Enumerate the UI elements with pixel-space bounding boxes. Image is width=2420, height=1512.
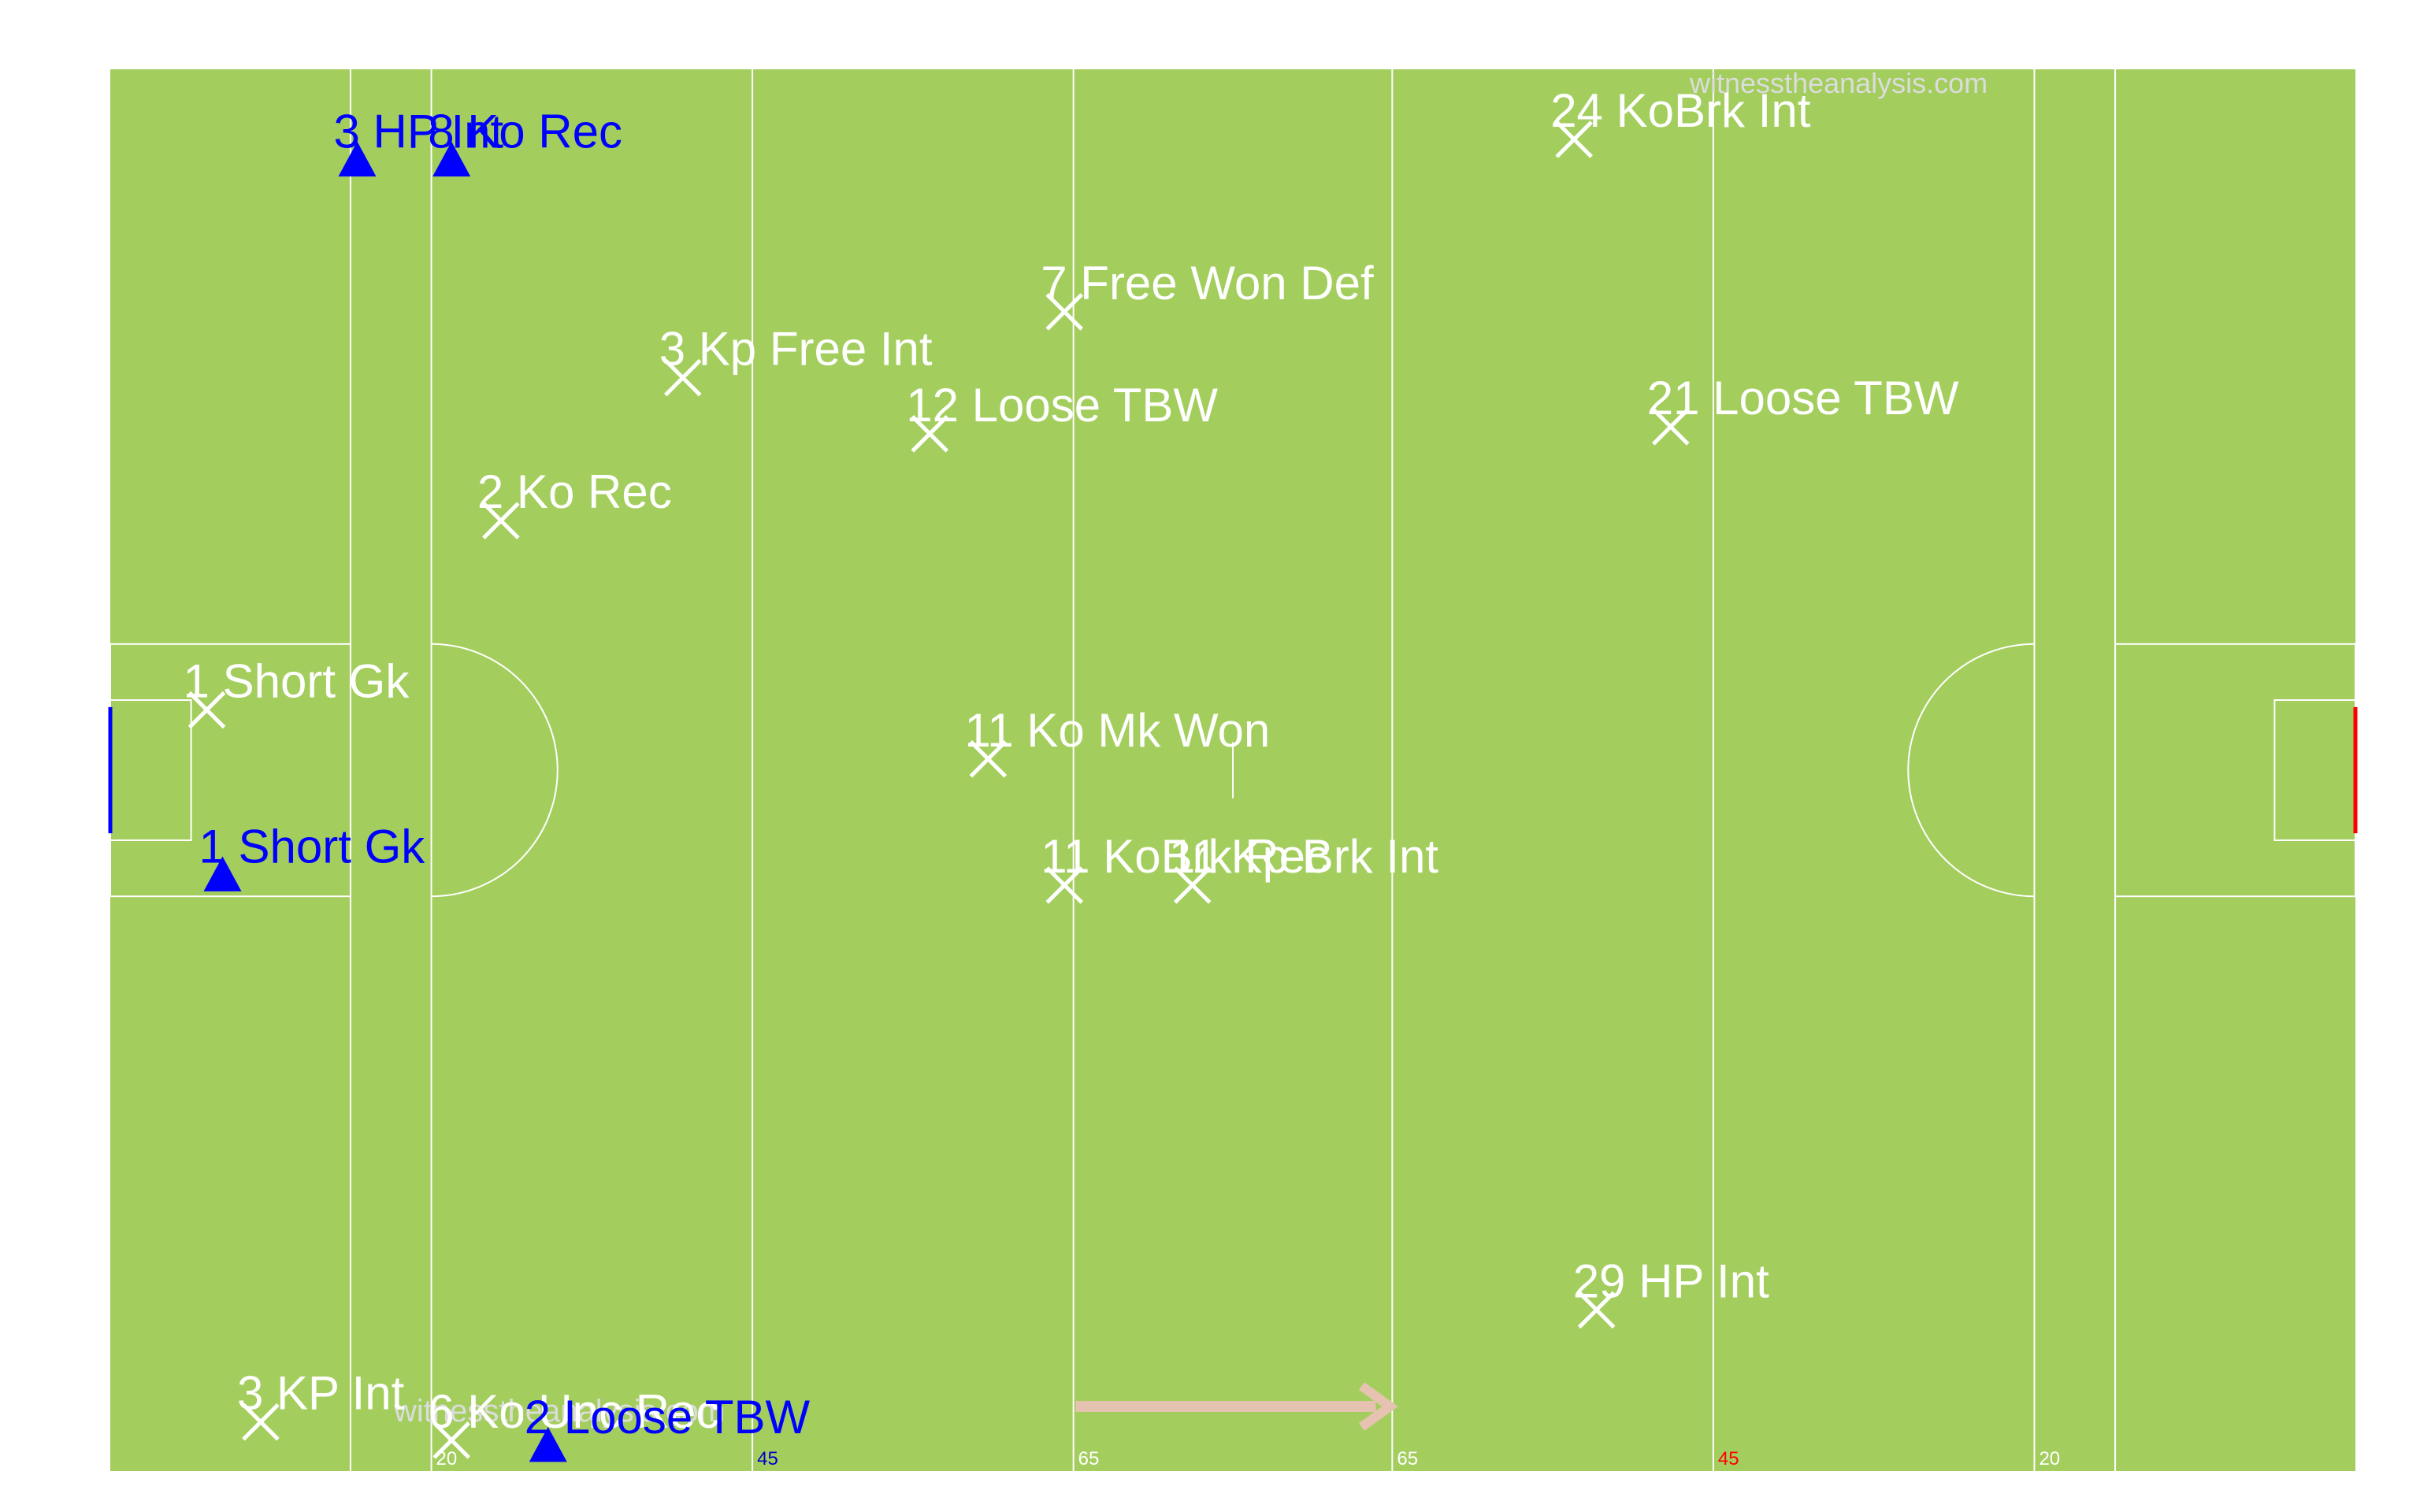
triangle-marker-2: 1 Short Gk xyxy=(199,821,426,891)
x-marker-12: 6 Ko Unc Rec xyxy=(428,1385,719,1459)
x-marker-1: 7 Free Won Def xyxy=(1041,257,1374,331)
tick-label-3: 65 xyxy=(1078,1448,1100,1469)
attack-direction-arrow xyxy=(1075,1382,1398,1431)
triangle-marker-3: 2 Loose TBW xyxy=(525,1391,811,1462)
triangle-marker-0: 3 HP Int xyxy=(334,106,504,177)
marker-label-0-2: 3 Kp Free Int xyxy=(659,323,933,376)
marker-label-0-4: 21 Loose TBW xyxy=(1647,372,1959,424)
marker-label-0-7: 11 Ko Mk Won xyxy=(964,704,1270,757)
left-arc xyxy=(431,643,559,898)
arrow-head xyxy=(1358,1382,1398,1431)
x-marker-3: 12 Loose TBW xyxy=(906,379,1218,453)
marker-label-0-10: 29 HP Int xyxy=(1573,1254,1769,1307)
pitch-markings xyxy=(108,69,2358,1471)
marker-label-0-9: 11 KoBrk Rec xyxy=(1041,830,1329,883)
marker-label-0-11: 3 KP Int xyxy=(237,1367,405,1420)
triangle-marker-1: 8 Ko Rec xyxy=(428,106,622,177)
x-marker-6: 1 Short Gk xyxy=(184,654,410,729)
marker-label-0-3: 12 Loose TBW xyxy=(906,379,1218,432)
x-marker-7: 11 Ko Mk Won xyxy=(964,704,1270,778)
watermark-bottom: witnesstheanalysis.com xyxy=(393,1394,725,1429)
marker-label-1-0: 3 HP Int xyxy=(334,106,504,158)
pitch-line-ticks: 20 45 65 65 45 20 xyxy=(436,1448,2061,1469)
marker-label-0-5: 2 Ko Rec xyxy=(477,465,672,518)
marker-label-0-8: 11 Kp Brk Int xyxy=(1169,830,1439,883)
marker-label-0-12: 6 Ko Unc Rec xyxy=(428,1385,719,1438)
marker-label-0-6: 1 Short Gk xyxy=(184,654,410,707)
marker-label-1-1: 8 Ko Rec xyxy=(428,106,622,158)
right-arc xyxy=(1907,643,2035,898)
x-marker-0: 24 KoBrk Int xyxy=(1550,84,1811,158)
marker-label-0-0: 24 KoBrk Int xyxy=(1550,84,1811,137)
x-marker-10: 29 HP Int xyxy=(1573,1254,1769,1329)
x-marker-9: 11 KoBrk Rec xyxy=(1041,830,1329,904)
tick-label-6: 20 xyxy=(2039,1448,2060,1469)
watermark-top: witnesstheanalysis.com xyxy=(1689,67,1988,99)
tick-label-4: 65 xyxy=(1397,1448,1418,1469)
marker-label-1-2: 1 Short Gk xyxy=(199,821,426,873)
marker-label-0-1: 7 Free Won Def xyxy=(1041,257,1374,309)
marker-label-1-3: 2 Loose TBW xyxy=(525,1391,811,1443)
x-marker-2: 3 Kp Free Int xyxy=(659,323,933,397)
x-marker-11: 3 KP Int xyxy=(237,1367,405,1441)
tick-label-5: 45 xyxy=(1718,1448,1739,1469)
x-marker-8: 11 Kp Brk Int xyxy=(1169,830,1439,904)
x-marker-4: 21 Loose TBW xyxy=(1647,372,1959,446)
x-marker-5: 2 Ko Rec xyxy=(477,465,672,539)
tick-label-2: 45 xyxy=(757,1448,778,1469)
